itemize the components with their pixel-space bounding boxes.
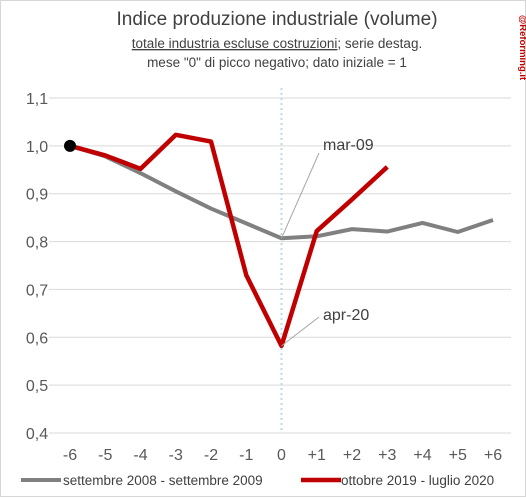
y-tick-label: 0,6 bbox=[26, 330, 48, 347]
x-tick-label: +4 bbox=[413, 447, 431, 464]
chart-title: Indice produzione industriale (volume) bbox=[116, 9, 437, 30]
x-tick-label: -5 bbox=[98, 447, 112, 464]
x-tick-label: -2 bbox=[204, 447, 218, 464]
x-tick-label: -4 bbox=[133, 447, 147, 464]
y-axis-tick-labels: 0,4 0,5 0,6 0,7 0,8 0,9 1,0 1,1 bbox=[26, 91, 48, 443]
legend-label: ottobre 2019 - luglio 2020 bbox=[341, 473, 494, 488]
x-tick-label: +1 bbox=[308, 447, 326, 464]
start-point-marker bbox=[64, 139, 76, 152]
chart-subtitle-underlined: totale industria escluse costruzioni bbox=[132, 36, 338, 51]
series-lines bbox=[64, 132, 494, 349]
y-tick-label: 1,0 bbox=[26, 139, 48, 156]
chart-subtitle-line2: mese "0" di picco negativo; dato inizial… bbox=[147, 55, 407, 70]
y-tick-label: 0,7 bbox=[26, 282, 48, 299]
x-tick-label: -6 bbox=[63, 447, 77, 464]
annotation-label: mar-09 bbox=[323, 137, 374, 154]
x-tick-label: +5 bbox=[449, 447, 467, 464]
x-tick-label: +6 bbox=[484, 447, 502, 464]
chart-subtitle-rest: ; serie destag. bbox=[337, 36, 422, 51]
annotation-leader-line bbox=[281, 316, 320, 347]
chart-subtitle-line1: totale industria escluse costruzioni; se… bbox=[132, 36, 422, 51]
annotations: mar-09 apr-20 bbox=[281, 137, 374, 347]
y-tick-label: 0,8 bbox=[26, 235, 48, 252]
legend: settembre 2008 - settembre 2009 ottobre 2… bbox=[21, 473, 494, 488]
watermark-text: @Reforming.it bbox=[517, 15, 526, 81]
annotation-leader-line bbox=[281, 152, 320, 239]
y-tick-label: 0,4 bbox=[26, 426, 48, 443]
gridlines bbox=[49, 97, 511, 434]
x-tick-label: -3 bbox=[169, 447, 183, 464]
series-line-2020 bbox=[69, 132, 389, 349]
y-tick-label: 0,9 bbox=[26, 187, 48, 204]
x-tick-label: +2 bbox=[343, 447, 361, 464]
x-tick-label: -1 bbox=[239, 447, 253, 464]
y-tick-label: 1,1 bbox=[26, 91, 48, 108]
y-tick-label: 0,5 bbox=[26, 378, 48, 395]
annotation-label: apr-20 bbox=[323, 307, 369, 324]
x-tick-label: 0 bbox=[277, 447, 286, 464]
x-axis-tick-labels: -6 -5 -4 -3 -2 -1 0 +1 +2 +3 +4 +5 +6 bbox=[63, 447, 502, 464]
legend-label: settembre 2008 - settembre 2009 bbox=[63, 473, 263, 488]
x-tick-label: +3 bbox=[378, 447, 396, 464]
